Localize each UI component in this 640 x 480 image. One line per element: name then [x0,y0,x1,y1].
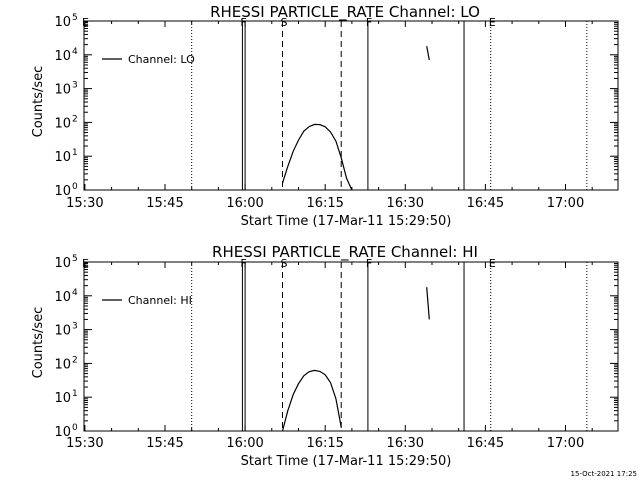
y-tick-base: 10 [54,391,71,406]
x-tick-label: 16:00 [226,196,263,211]
y-tick-base: 10 [54,290,71,305]
series-line-segment [426,287,430,320]
x-tick-label: 16:45 [467,436,504,451]
y-tick-base: 10 [54,49,71,64]
x-tick-label: 15:30 [66,436,103,451]
y-axis-label: Counts/sec [31,307,46,379]
y-tick-exponent: 2 [72,114,78,124]
y-tick-exponent: 3 [72,322,78,332]
x-tick-label: 16:00 [226,436,263,451]
series-line-segment [426,46,430,61]
chart-panel-lo: RHESSI PARTICLE_RATE Channel: LO 15:30 15:… [31,3,619,229]
y-tick-base: 10 [54,324,71,339]
legend-entry: Channel: HI [128,294,192,307]
y-tick-exponent: 5 [72,13,78,23]
y-tick-base: 10 [54,116,71,131]
footer-timestamp: 15-Oct-2021 17:25 [571,470,637,478]
y-tick-exponent: 2 [72,355,78,365]
x-tick-label: 16:15 [306,196,343,211]
y-tick-exponent: 3 [72,81,78,91]
event-marker-label: F [366,257,372,270]
x-tick-label: 16:30 [387,436,424,451]
y-tick-base: 10 [54,150,71,165]
y-tick-exponent: 4 [72,47,78,57]
y-axis-label: Counts/sec [31,66,46,138]
x-axis-label: Start Time (17-Mar-11 15:29:50) [241,214,452,229]
x-tick-label: 15:45 [146,436,183,451]
y-tick-exponent: 4 [72,288,78,298]
plot-frame [83,261,619,432]
x-tick-label: 15:30 [66,196,103,211]
x-tick-label: 16:30 [387,196,424,211]
series-line-segment [281,123,353,191]
edge-marker-label: E [82,257,89,270]
y-tick-exponent: 5 [72,254,78,264]
event-marker-label: S [280,257,287,270]
legend-entry: Channel: LO [128,53,195,66]
event-marker-label: E [489,16,496,29]
y-tick-base: 10 [54,256,71,271]
series-line-segment [281,369,342,432]
event-marker-label: F [240,16,246,29]
y-tick-base: 10 [54,83,71,98]
plot-frame [83,20,619,191]
x-axis-label: Start Time (17-Mar-11 15:29:50) [241,454,452,469]
y-tick-exponent: 0 [72,423,78,433]
y-tick-base: 10 [54,15,71,30]
x-tick-label: 17:00 [547,436,584,451]
chart-panel-hi: RHESSI PARTICLE_RATE Channel: HI 15:30 15:… [31,243,619,469]
y-tick-exponent: 1 [72,389,78,399]
edge-marker-label: E [82,16,89,29]
event-marker-label: F [366,16,372,29]
event-marker-label: S [280,16,287,29]
chart-title: RHESSI PARTICLE_RATE Channel: HI [212,243,478,262]
event-marker-label: F [240,257,246,270]
x-tick-label: 15:45 [146,196,183,211]
y-tick-base: 10 [54,357,71,372]
x-tick-label: 17:00 [547,196,584,211]
event-marker-label: E [489,257,496,270]
x-tick-label: 16:15 [306,436,343,451]
y-tick-base: 10 [54,425,71,440]
chart-title: RHESSI PARTICLE_RATE Channel: LO [210,3,480,22]
x-tick-label: 16:45 [467,196,504,211]
y-tick-exponent: 0 [72,182,78,192]
y-tick-base: 10 [54,184,71,199]
y-tick-exponent: 1 [72,148,78,158]
